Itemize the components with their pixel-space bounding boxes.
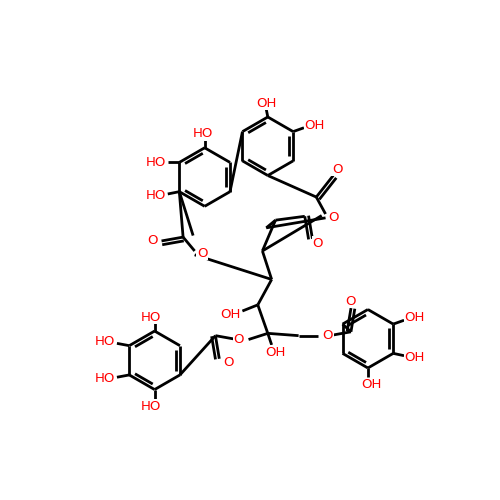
Text: OH: OH [404, 350, 425, 364]
Text: OH: OH [404, 312, 425, 324]
Text: O: O [224, 356, 234, 369]
Text: OH: OH [256, 96, 276, 110]
Text: O: O [346, 294, 356, 308]
Text: OH: OH [362, 378, 382, 392]
Text: OH: OH [304, 119, 325, 132]
Text: O: O [328, 212, 338, 224]
Text: HO: HO [140, 310, 161, 324]
Text: HO: HO [140, 400, 161, 413]
Text: HO: HO [146, 189, 167, 202]
Text: OH: OH [266, 346, 285, 359]
Text: HO: HO [193, 128, 214, 140]
Text: O: O [234, 333, 244, 346]
Text: O: O [147, 234, 158, 248]
Text: HO: HO [94, 372, 115, 386]
Text: O: O [197, 247, 207, 260]
Text: HO: HO [94, 336, 115, 348]
Text: HO: HO [146, 156, 167, 169]
Text: OH: OH [220, 308, 241, 320]
Text: O: O [312, 237, 323, 250]
Text: O: O [332, 163, 342, 176]
Text: O: O [322, 329, 333, 342]
